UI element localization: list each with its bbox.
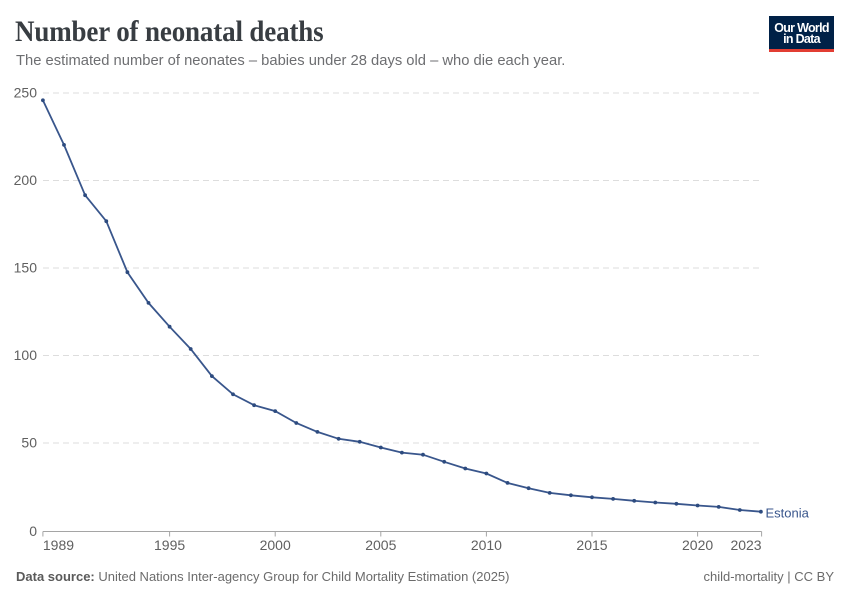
svg-text:200: 200 [14,172,38,188]
svg-text:1989: 1989 [43,537,74,553]
svg-text:250: 250 [14,85,38,101]
svg-text:1995: 1995 [154,537,185,553]
svg-text:2015: 2015 [576,537,607,553]
svg-text:2005: 2005 [365,537,396,553]
svg-text:2000: 2000 [260,537,291,553]
svg-text:0: 0 [29,523,37,539]
svg-text:2010: 2010 [471,537,502,553]
svg-text:50: 50 [21,435,37,451]
svg-text:2023: 2023 [730,537,761,553]
svg-text:2020: 2020 [682,537,713,553]
svg-text:Estonia: Estonia [766,506,810,521]
svg-text:100: 100 [14,347,38,363]
svg-text:150: 150 [14,260,38,276]
